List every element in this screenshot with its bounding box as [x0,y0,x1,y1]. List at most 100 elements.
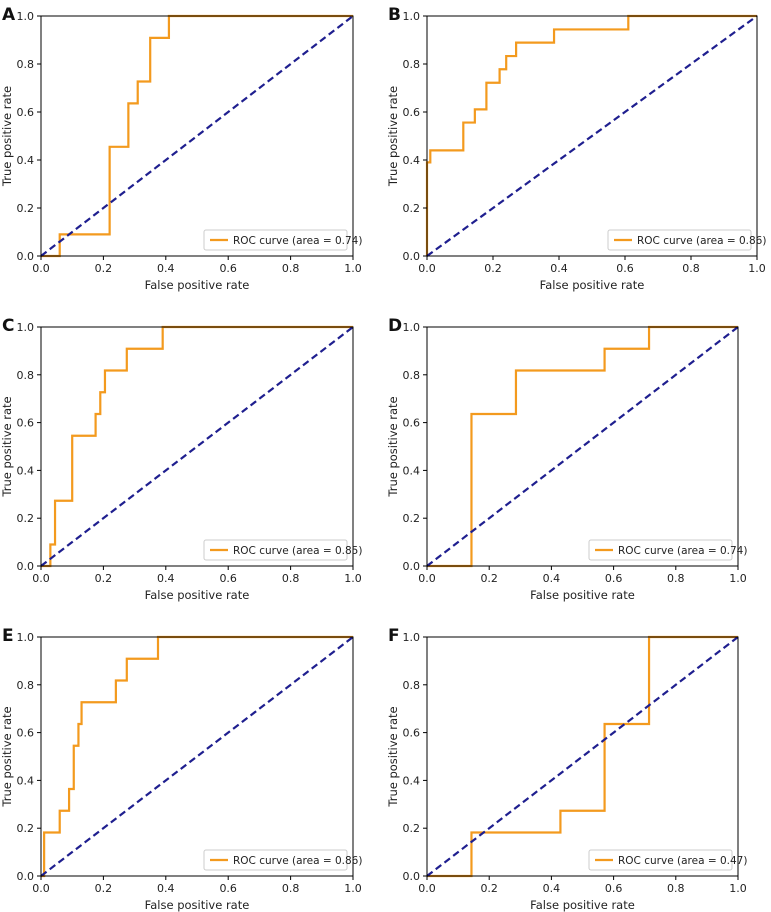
plot-frame [426,15,758,257]
y-tick-label: 0.2 [403,202,421,215]
y-tick-label: 0.6 [403,106,421,119]
x-tick-label: 0.0 [32,262,50,275]
x-axis-label: False positive rate [530,898,635,912]
y-tick-label: 0.0 [403,250,421,263]
chance-diagonal-line [40,15,354,257]
roc-panel-b: B 0.0 0.2 0.4 0.6 0.8 1.0 0.0 0.2 0.4 0.6 0.8 1.0 Fal… [386,5,766,292]
y-axis-label: True positive rate [0,396,14,497]
y-tick-label: 0.0 [403,870,421,883]
x-tick-label: 0.0 [418,572,436,585]
y-tick-label: 0.8 [403,679,421,692]
x-tick-label: 0.2 [95,572,113,585]
legend: ROC curve (area = 0.47) [588,849,747,871]
plot-frame [40,326,354,567]
x-tick-label: 0.2 [95,262,113,275]
x-tick-label: 0.6 [219,262,237,275]
plot-frame [426,636,739,877]
y-tick-label: 0.4 [403,464,421,477]
roc-curve-line [427,325,738,568]
x-tick-label: 0.2 [95,882,113,895]
panel-letter: D [388,316,402,336]
x-axis-label: False positive rate [145,278,250,292]
x-tick-label: 0.0 [32,572,50,585]
y-tick-label: 0.0 [17,250,35,263]
x-tick-label: 0.6 [605,572,623,585]
x-tick-label: 0.4 [157,262,175,275]
x-tick-label: 0.4 [550,262,568,275]
x-tick-label: 1.0 [748,262,766,275]
chance-diagonal-line [40,326,354,567]
legend: ROC curve (area = 0.86) [203,849,362,871]
plot-frame [40,636,354,877]
x-tick-label: 0.4 [543,572,561,585]
y-tick-label: 0.6 [17,417,35,430]
y-tick-label: 0.6 [403,417,421,430]
roc-curve-line [427,635,738,878]
y-tick-label: 1.0 [17,631,35,644]
legend-box [203,229,348,251]
y-tick-label: 0.8 [17,369,35,382]
plot-frame [426,326,739,567]
x-tick-label: 0.6 [219,572,237,585]
legend-box [588,849,733,871]
x-tick-label: 0.0 [32,882,50,895]
roc-curve-line [425,14,757,256]
legend: ROC curve (area = 0.74) [203,229,362,251]
x-tick-label: 0.2 [480,882,498,895]
y-axis-label: True positive rate [0,86,14,187]
x-tick-label: 0.8 [282,882,300,895]
y-tick-label: 1.0 [403,321,421,334]
roc-curve-line [41,325,353,568]
roc-panel-a: A 0.0 0.2 0.4 0.6 0.8 1.0 0.0 0.2 0.4 0.6 0.8 1.0 Fal… [0,5,362,292]
legend-label: ROC curve (area = 0.86) [233,855,362,867]
y-tick-label: 0.2 [403,822,421,835]
x-tick-label: 1.0 [729,882,747,895]
y-tick-label: 1.0 [403,631,421,644]
y-tick-label: 0.2 [17,512,35,525]
x-tick-label: 1.0 [344,262,362,275]
y-tick-label: 0.6 [17,727,35,740]
roc-panel-e: E 0.0 0.2 0.4 0.6 0.8 1.0 0.0 0.2 0.4 0.6 0.8 1.0 Fal… [0,626,362,912]
y-tick-label: 0.4 [17,774,35,787]
y-tick-label: 0.0 [17,870,35,883]
x-axis-label: False positive rate [530,588,635,602]
y-axis-label: True positive rate [386,396,400,497]
y-tick-label: 1.0 [403,10,421,23]
x-tick-label: 0.4 [157,572,175,585]
x-tick-label: 0.0 [418,882,436,895]
y-axis-label: True positive rate [386,86,400,187]
x-tick-label: 0.8 [667,572,685,585]
y-tick-label: 0.8 [403,58,421,71]
x-tick-label: 0.6 [616,262,634,275]
x-tick-label: 0.2 [480,572,498,585]
legend-box [588,539,733,561]
legend-label: ROC curve (area = 0.47) [618,855,747,867]
y-tick-label: 0.0 [403,560,421,573]
x-tick-label: 0.6 [219,882,237,895]
x-tick-label: 0.8 [282,572,300,585]
chance-diagonal-line [426,636,739,877]
panel-letter: F [388,626,400,646]
panel-letter: B [388,5,401,25]
roc-panel-c: C 0.0 0.2 0.4 0.6 0.8 1.0 0.0 0.2 0.4 0.6 0.8 1.0 Fal… [0,316,362,602]
x-tick-label: 0.6 [605,882,623,895]
x-tick-label: 0.4 [543,882,561,895]
x-axis-label: False positive rate [145,588,250,602]
x-tick-label: 1.0 [344,882,362,895]
x-axis-label: False positive rate [145,898,250,912]
x-tick-label: 1.0 [344,572,362,585]
legend-box [203,539,348,561]
x-tick-label: 0.4 [157,882,175,895]
roc-panel-d: D 0.0 0.2 0.4 0.6 0.8 1.0 0.0 0.2 0.4 0.6 0.8 1.0 Fal… [386,316,747,602]
legend-label: ROC curve (area = 0.85) [233,545,362,557]
y-tick-label: 1.0 [17,10,35,23]
y-tick-label: 0.4 [403,774,421,787]
legend-box [607,229,752,251]
legend: ROC curve (area = 0.74) [588,539,747,561]
legend-label: ROC curve (area = 0.74) [618,545,747,557]
x-tick-label: 1.0 [729,572,747,585]
chance-diagonal-line [426,15,758,257]
panel-letter: A [2,5,16,25]
y-tick-label: 0.4 [17,154,35,167]
x-tick-label: 0.8 [282,262,300,275]
